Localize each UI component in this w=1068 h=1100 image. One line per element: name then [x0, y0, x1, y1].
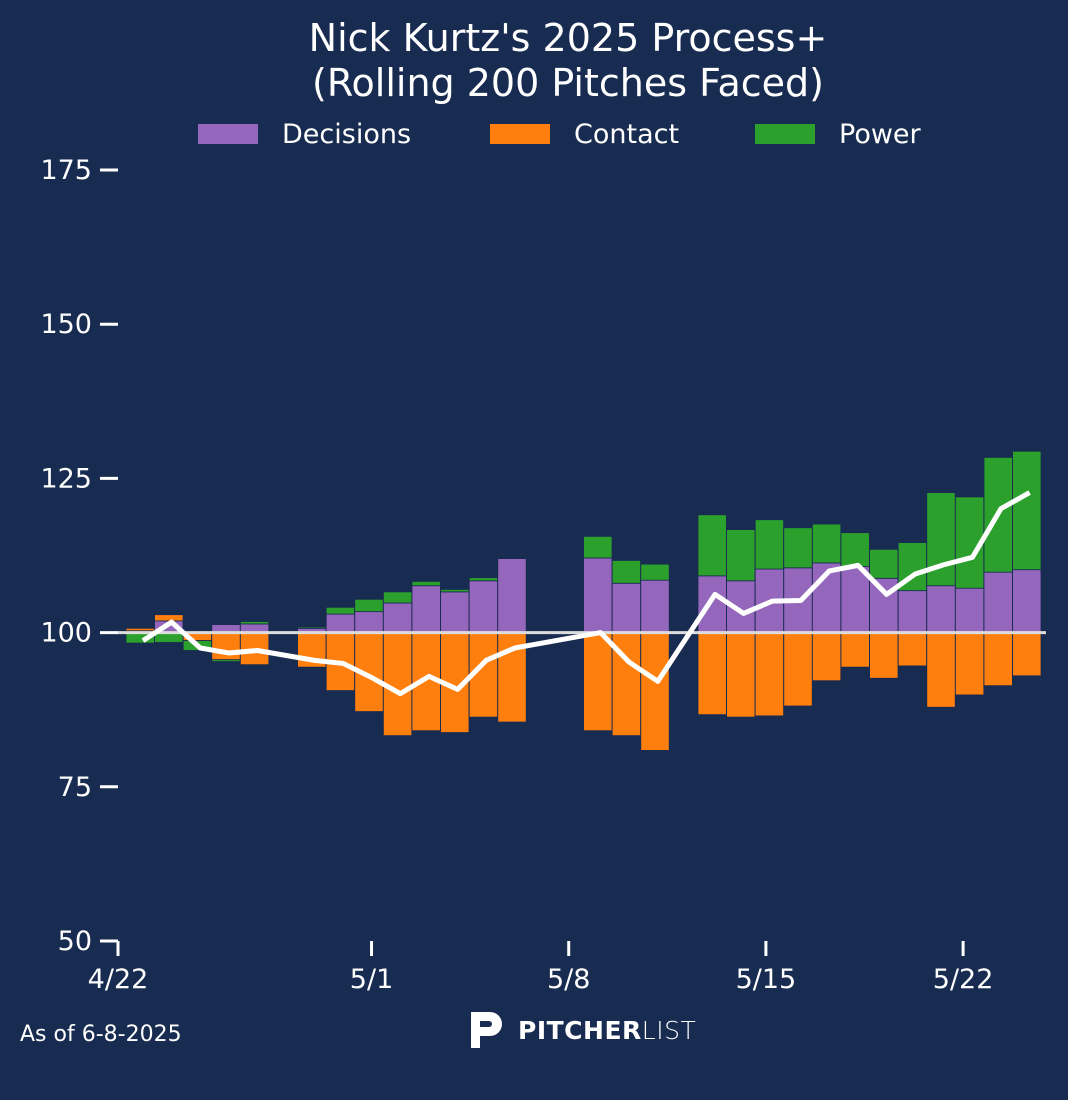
- bar-contact: [754, 632, 785, 717]
- bar-power: [1012, 450, 1042, 571]
- bar-decisions: [411, 585, 441, 634]
- x-tick-label: 5/8: [547, 964, 590, 995]
- bar-contact: [783, 632, 813, 707]
- x-tick-label: 4/22: [88, 964, 149, 995]
- bar-power: [211, 659, 241, 662]
- legend-swatch-contact: [490, 124, 550, 144]
- y-tick-label: 125: [40, 463, 92, 494]
- legend-swatch-power: [755, 124, 815, 144]
- bar-power: [869, 548, 899, 579]
- bar-contact: [926, 632, 956, 708]
- pitcherlist-p-icon: [471, 1012, 502, 1048]
- bar-power: [440, 589, 470, 593]
- legend-swatch-decisions: [198, 124, 258, 144]
- bar-power: [411, 581, 441, 587]
- bar-decisions: [640, 579, 670, 633]
- bar-power: [640, 563, 670, 581]
- bar-decisions: [697, 575, 727, 633]
- bar-decisions: [1012, 569, 1042, 634]
- y-tick-label: 75: [58, 772, 92, 803]
- bar-contact: [840, 632, 870, 668]
- bar-decisions: [440, 591, 470, 633]
- bar-contact: [897, 632, 928, 667]
- bar-decisions: [983, 571, 1013, 634]
- bar-power: [611, 560, 642, 584]
- y-tick-label: 100: [40, 618, 92, 649]
- bar-power: [297, 626, 327, 629]
- legend-label: Contact: [574, 118, 680, 150]
- x-tick-label: 5/22: [933, 964, 994, 995]
- as-of-date: As of 6-8-2025: [20, 1022, 182, 1047]
- bar-decisions: [497, 558, 527, 633]
- bar-decisions: [611, 582, 642, 633]
- bar-power: [754, 519, 785, 570]
- bar-contact: [640, 632, 670, 751]
- x-tick-label: 5/1: [350, 964, 393, 995]
- bar-power: [783, 527, 813, 569]
- bar-power: [354, 598, 384, 613]
- bar-decisions: [897, 590, 928, 633]
- bar-decisions: [926, 585, 956, 634]
- legend-power: Power: [755, 116, 921, 152]
- bar-contact: [125, 627, 155, 632]
- bar-decisions: [354, 611, 384, 633]
- legend-label: Decisions: [282, 118, 412, 150]
- y-tick-label: 175: [40, 155, 92, 186]
- bar-decisions: [955, 587, 985, 634]
- bar-contact: [583, 632, 613, 732]
- bar-power: [812, 523, 842, 564]
- bar-power: [325, 606, 356, 615]
- bar-contact: [211, 632, 241, 661]
- bar-decisions: [382, 602, 413, 633]
- y-tick-label: 150: [40, 309, 92, 340]
- bar-decisions: [840, 566, 870, 634]
- y-tick-label: 50: [58, 926, 92, 957]
- chart-title-line1: Nick Kurtz's 2025 Process+: [308, 16, 828, 60]
- bar-contact: [1012, 632, 1042, 677]
- bar-decisions: [468, 580, 499, 634]
- bar-power: [239, 621, 270, 625]
- legend-contact: Contact: [490, 116, 679, 152]
- bar-contact: [726, 632, 756, 718]
- bar-decisions: [325, 613, 356, 634]
- bar-power: [926, 492, 956, 587]
- logo-text-light: LIST: [641, 1015, 697, 1045]
- bar-contact: [955, 632, 985, 696]
- bar-power: [840, 532, 870, 568]
- logo-text-bold: PITCHER: [518, 1015, 642, 1045]
- bar-power: [583, 535, 613, 559]
- x-tick-label: 5/15: [736, 964, 797, 995]
- bar-contact: [983, 632, 1013, 687]
- chart-title-line2: (Rolling 200 Pitches Faced): [312, 61, 824, 105]
- bar-power: [697, 514, 727, 577]
- bar-power: [726, 529, 756, 582]
- bar-power: [468, 577, 499, 582]
- legend-label: Power: [839, 118, 921, 150]
- bar-power: [382, 591, 413, 604]
- pitcherlist-logo: PITCHER LIST: [468, 1008, 696, 1052]
- process-plus-line: [141, 490, 1031, 697]
- bar-contact: [697, 632, 727, 716]
- bar-decisions: [583, 557, 613, 634]
- bar-contact: [869, 632, 899, 679]
- bar-contact: [154, 614, 184, 622]
- bar-contact: [812, 632, 842, 682]
- legend-decisions: Decisions: [198, 116, 411, 152]
